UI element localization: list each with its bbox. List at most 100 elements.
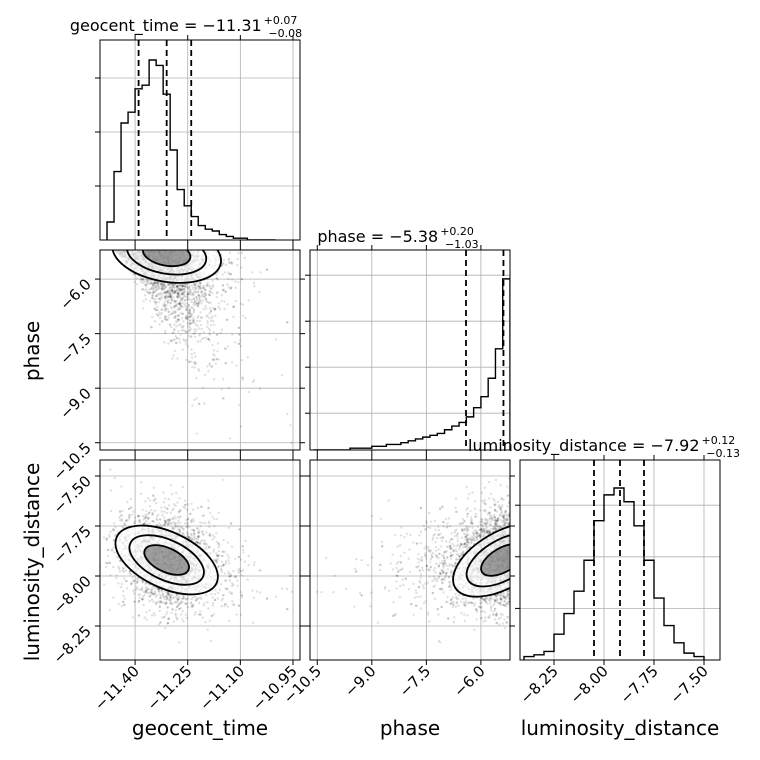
sample-point-scatter-geocent_time-vs-phase-2044 [157, 301, 159, 303]
panel-scatter-geocent_time-vs-phase: −10.5−9.0−7.5−6.0 [50, 212, 307, 545]
sample-point-scatter-geocent_time-vs-luminosity_distance-261 [231, 546, 233, 548]
sample-point-scatter-geocent_time-vs-phase-294 [109, 244, 111, 246]
sample-point-scatter-geocent_time-vs-luminosity_distance-757 [242, 551, 244, 553]
sample-point-scatter-geocent_time-vs-phase-2311 [150, 287, 152, 289]
sample-point-scatter-geocent_time-vs-phase-2483 [189, 316, 191, 318]
sample-point-scatter-geocent_time-vs-luminosity_distance-820 [199, 525, 201, 527]
sample-point-scatter-geocent_time-vs-phase-2515 [189, 319, 191, 321]
scatter-group-scatter-geocent_time-vs-luminosity_distance [88, 468, 306, 643]
sample-point-scatter-geocent_time-vs-luminosity_distance-1875 [178, 525, 180, 527]
sample-point-scatter-geocent_time-vs-phase-2208 [193, 304, 195, 306]
sample-point-scatter-geocent_time-vs-phase-1399 [136, 277, 138, 279]
sample-point-scatter-geocent_time-vs-luminosity_distance-522 [162, 595, 164, 597]
sample-point-scatter-geocent_time-vs-phase-2172 [146, 280, 148, 282]
sample-point-scatter-geocent_time-vs-phase-2274 [228, 258, 230, 260]
sample-point-scatter-geocent_time-vs-luminosity_distance-49 [224, 572, 226, 574]
panel-hist-geocent_time [95, 35, 300, 245]
sample-point-scatter-geocent_time-vs-luminosity_distance-1902 [110, 489, 112, 491]
sample-point-scatter-geocent_time-vs-luminosity_distance-300 [218, 550, 220, 552]
sample-point-scatter-geocent_time-vs-phase-433 [235, 300, 237, 302]
tick-label-x-geocent_time-1: −11.25 [144, 662, 196, 714]
sample-point-scatter-geocent_time-vs-luminosity_distance-1287 [213, 518, 215, 520]
sample-point-scatter-geocent_time-vs-phase-2405 [183, 288, 185, 290]
sample-point-scatter-geocent_time-vs-phase-1798 [202, 387, 204, 389]
sample-point-scatter-geocent_time-vs-phase-2199 [251, 271, 253, 273]
sample-point-scatter-geocent_time-vs-luminosity_distance-1220 [259, 591, 261, 593]
sample-point-scatter-geocent_time-vs-phase-270 [222, 378, 224, 380]
sample-point-scatter-geocent_time-vs-luminosity_distance-770 [220, 565, 222, 567]
sample-point-scatter-geocent_time-vs-phase-2097 [185, 339, 187, 341]
sample-point-scatter-geocent_time-vs-luminosity_distance-1819 [193, 535, 195, 537]
sample-point-scatter-geocent_time-vs-luminosity_distance-1540 [202, 530, 204, 532]
tick-label-y-phase-1: −9.0 [56, 384, 94, 422]
sample-point-scatter-geocent_time-vs-phase-2188 [177, 330, 179, 332]
sample-point-scatter-geocent_time-vs-luminosity_distance-283 [222, 539, 224, 541]
sample-point-scatter-geocent_time-vs-phase-1456 [229, 252, 231, 254]
sample-point-scatter-geocent_time-vs-luminosity_distance-271 [205, 594, 207, 596]
sample-point-scatter-geocent_time-vs-luminosity_distance-665 [248, 555, 250, 557]
sample-point-scatter-geocent_time-vs-phase-2454 [201, 291, 203, 293]
sample-point-scatter-geocent_time-vs-phase-2349 [216, 333, 218, 335]
sample-point-scatter-geocent_time-vs-luminosity_distance-1185 [117, 582, 119, 584]
sample-point-scatter-geocent_time-vs-phase-2341 [193, 361, 195, 363]
sample-point-scatter-geocent_time-vs-phase-759 [88, 212, 90, 214]
sample-point-scatter-geocent_time-vs-phase-1264 [177, 324, 179, 326]
sample-point-scatter-geocent_time-vs-luminosity_distance-733 [213, 525, 215, 527]
sample-point-scatter-geocent_time-vs-luminosity_distance-1935 [170, 512, 172, 514]
sample-point-scatter-geocent_time-vs-luminosity_distance-2158 [139, 588, 141, 590]
sample-point-scatter-geocent_time-vs-phase-1769 [219, 308, 221, 310]
sample-point-scatter-geocent_time-vs-phase-1379 [90, 236, 92, 238]
sample-point-scatter-geocent_time-vs-luminosity_distance-1273 [150, 509, 152, 511]
sample-point-scatter-geocent_time-vs-phase-1863 [199, 320, 201, 322]
sample-point-scatter-geocent_time-vs-luminosity_distance-2175 [139, 593, 141, 595]
sample-point-scatter-geocent_time-vs-phase-2211 [209, 287, 211, 289]
sample-point-scatter-geocent_time-vs-phase-2178 [159, 317, 161, 319]
sample-point-scatter-geocent_time-vs-phase-453 [154, 298, 156, 300]
sample-point-scatter-geocent_time-vs-luminosity_distance-1974 [134, 517, 136, 519]
sample-point-scatter-geocent_time-vs-phase-2338 [174, 291, 176, 293]
sample-point-scatter-geocent_time-vs-luminosity_distance-11 [151, 599, 153, 601]
sample-point-scatter-geocent_time-vs-phase-2019 [234, 287, 236, 289]
sample-point-scatter-geocent_time-vs-luminosity_distance-1406 [182, 486, 184, 488]
sample-point-scatter-geocent_time-vs-phase-1482 [163, 292, 165, 294]
sample-point-scatter-geocent_time-vs-phase-2143 [196, 320, 198, 322]
sample-point-scatter-geocent_time-vs-phase-313 [194, 366, 196, 368]
sample-point-scatter-geocent_time-vs-phase-1557 [158, 298, 160, 300]
sample-point-scatter-geocent_time-vs-luminosity_distance-1901 [110, 510, 112, 512]
sample-point-scatter-geocent_time-vs-phase-411 [96, 242, 98, 244]
sample-point-scatter-geocent_time-vs-phase-1973 [281, 374, 283, 376]
sample-point-scatter-geocent_time-vs-phase-2440 [105, 247, 107, 249]
sample-point-scatter-geocent_time-vs-phase-1491 [172, 296, 174, 298]
sample-point-scatter-geocent_time-vs-phase-2561 [238, 333, 240, 335]
sample-point-scatter-geocent_time-vs-phase-1743 [275, 338, 277, 340]
sample-point-scatter-geocent_time-vs-luminosity_distance-2063 [209, 552, 211, 554]
sample-point-scatter-geocent_time-vs-luminosity_distance-1509 [209, 535, 211, 537]
sample-point-scatter-geocent_time-vs-phase-1893 [160, 282, 162, 284]
sample-point-scatter-geocent_time-vs-luminosity_distance-454 [186, 617, 188, 619]
sample-point-scatter-geocent_time-vs-phase-2556 [233, 305, 235, 307]
sample-point-scatter-geocent_time-vs-luminosity_distance-1794 [145, 611, 147, 613]
sample-point-scatter-geocent_time-vs-luminosity_distance-1767 [202, 604, 204, 606]
sample-point-scatter-geocent_time-vs-phase-1480 [89, 235, 91, 237]
sample-point-scatter-geocent_time-vs-phase-645 [176, 357, 178, 359]
sample-point-scatter-geocent_time-vs-phase-2228 [215, 277, 217, 279]
sample-point-scatter-geocent_time-vs-phase-1499 [111, 247, 113, 249]
sample-point-scatter-geocent_time-vs-phase-2588 [198, 403, 200, 405]
sample-point-scatter-geocent_time-vs-phase-2324 [230, 273, 232, 275]
sample-point-scatter-geocent_time-vs-phase-1621 [142, 282, 144, 284]
sample-point-scatter-geocent_time-vs-phase-398 [221, 388, 223, 390]
sample-point-scatter-geocent_time-vs-phase-2389 [210, 310, 212, 312]
sample-point-scatter-geocent_time-vs-phase-1447 [202, 308, 204, 310]
sample-point-scatter-geocent_time-vs-phase-2524 [286, 321, 288, 323]
sample-point-scatter-geocent_time-vs-phase-1497 [184, 303, 186, 305]
sample-point-scatter-geocent_time-vs-luminosity_distance-2203 [159, 610, 161, 612]
sample-point-scatter-geocent_time-vs-luminosity_distance-68 [109, 574, 111, 576]
sample-point-scatter-geocent_time-vs-phase-2227 [156, 309, 158, 311]
sample-point-scatter-geocent_time-vs-luminosity_distance-1174 [240, 558, 242, 560]
sample-point-scatter-geocent_time-vs-phase-1262 [228, 387, 230, 389]
sample-point-scatter-geocent_time-vs-luminosity_distance-1888 [220, 583, 222, 585]
sample-point-scatter-geocent_time-vs-phase-1640 [209, 330, 211, 332]
sample-point-scatter-geocent_time-vs-luminosity_distance-1375 [212, 538, 214, 540]
sample-point-scatter-geocent_time-vs-phase-1681 [191, 405, 193, 407]
sample-point-scatter-geocent_time-vs-phase-2142 [206, 314, 208, 316]
